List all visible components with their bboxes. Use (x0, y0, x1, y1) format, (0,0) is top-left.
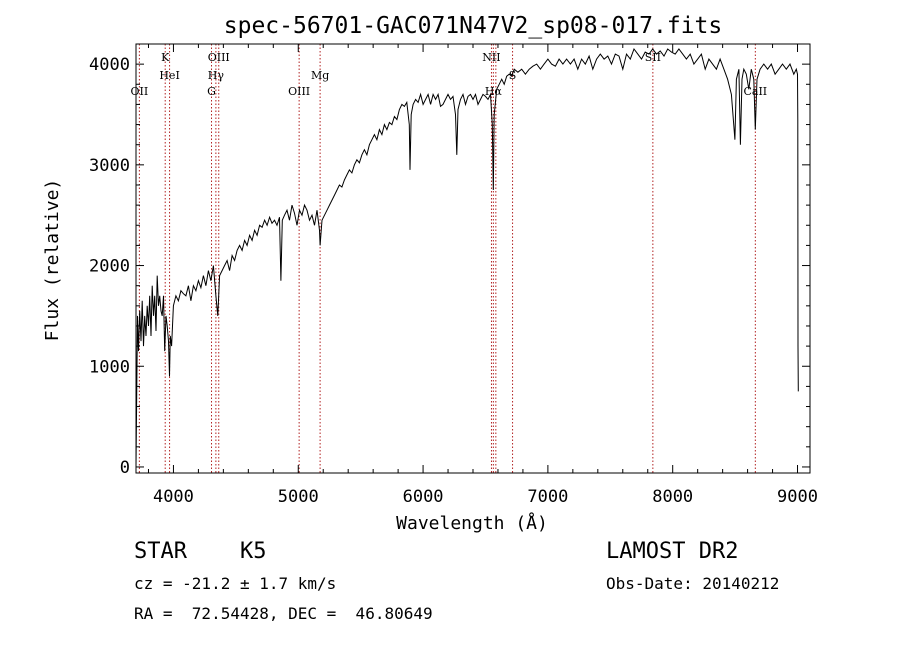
y-axis: 0 1000 2000 3000 4000 (89, 55, 810, 478)
y-axis-label: Flux (relative) (42, 179, 63, 342)
spectral-line-label: Hγ (208, 69, 225, 82)
x-tick-label: 9000 (777, 487, 818, 507)
sky-coordinates: RA = 72.54428, DEC = 46.80649 (134, 604, 433, 623)
spectral-line-label: HeI (159, 69, 179, 82)
x-tick-label: 6000 (403, 487, 444, 507)
spectral-line-label: OIII (208, 51, 230, 64)
x-tick-label: 5000 (278, 487, 319, 507)
survey-name: LAMOST DR2 (606, 539, 739, 564)
y-tick-label: 0 (120, 458, 130, 478)
observation-date: Obs-Date: 20140212 (606, 574, 780, 593)
x-tick-label: 4000 (153, 487, 194, 507)
object-class: STAR (134, 539, 187, 564)
spectral-line-label: NII (482, 51, 500, 64)
y-tick-label: 3000 (89, 156, 130, 176)
chart-title: spec-56701-GAC071N47V2_sp08-017.fits (224, 13, 723, 39)
plot-frame (135, 43, 811, 474)
x-tick-label: 7000 (527, 487, 568, 507)
y-tick-label: 1000 (89, 357, 130, 377)
x-tick-label: 8000 (652, 487, 693, 507)
x-axis: 4000 5000 6000 7000 8000 9000 (147, 44, 818, 507)
spectral-line-label: CaII (743, 85, 767, 98)
y-tick-label: 4000 (89, 55, 130, 75)
x-axis-label: Wavelength (Å) (396, 512, 548, 534)
spectral-line-label: K (161, 51, 170, 64)
spectral-line-label: Mg (311, 69, 329, 82)
spectral-line-label: OII (131, 85, 149, 98)
spectral-line-label: Hα (485, 85, 503, 98)
spectrum-series-line (135, 47, 799, 468)
spectral-line-label: OIII (288, 85, 310, 98)
y-tick-label: 2000 (89, 257, 130, 277)
spectral-line-label: G (207, 85, 216, 98)
object-subclass: K5 (240, 539, 267, 564)
spectral-line-label: S (509, 69, 517, 82)
redshift-velocity: cz = -21.2 ± 1.7 km/s (134, 574, 337, 593)
